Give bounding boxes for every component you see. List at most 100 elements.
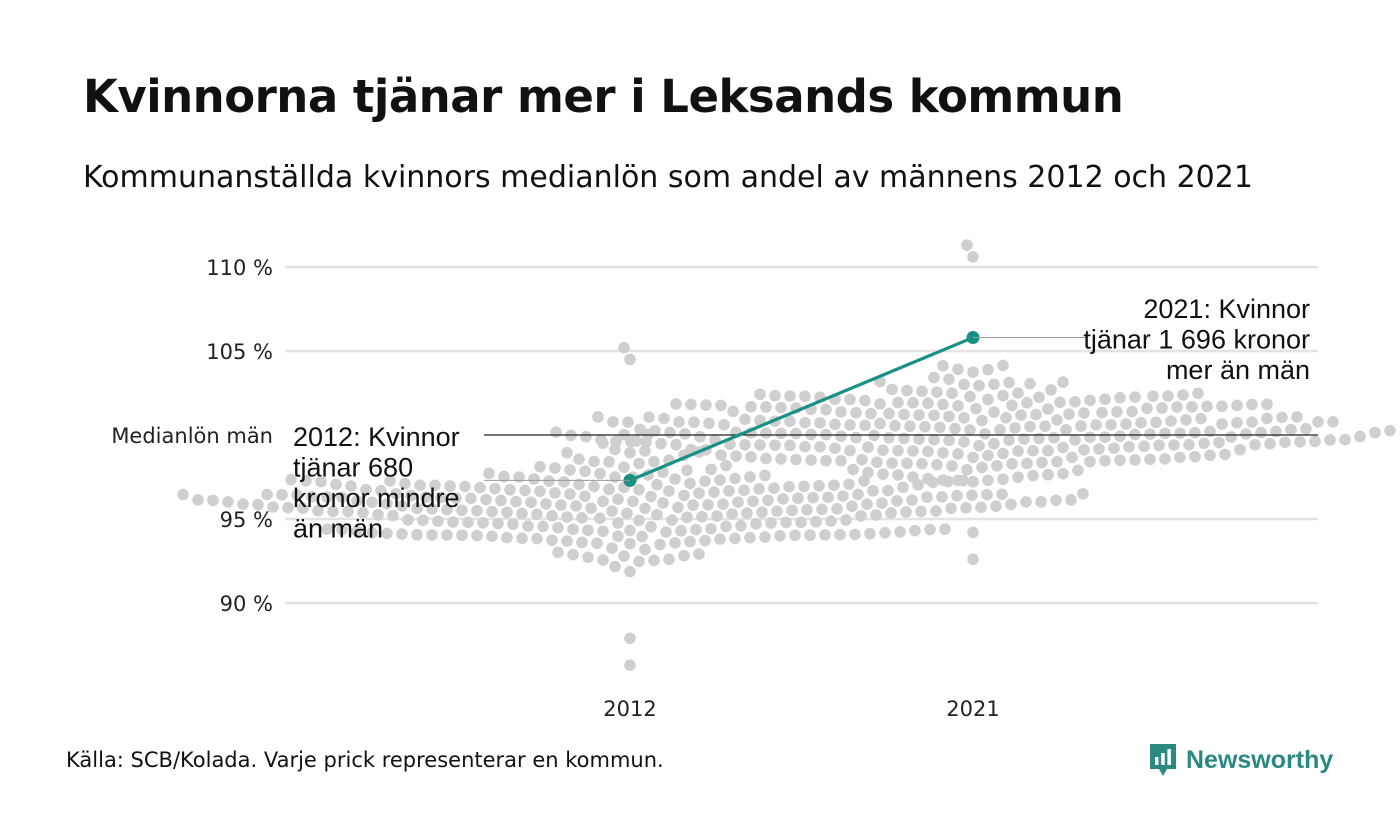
municipality-dot	[936, 491, 948, 503]
municipality-dot	[711, 510, 723, 522]
municipality-dot	[567, 523, 579, 536]
municipality-dot	[351, 495, 363, 507]
municipality-dot	[1078, 444, 1090, 456]
municipality-dot	[1126, 405, 1138, 418]
municipality-dot	[1135, 416, 1147, 429]
municipality-dot	[784, 439, 796, 452]
municipality-dot	[769, 389, 781, 402]
municipality-dot	[1024, 377, 1036, 390]
municipality-dot	[916, 385, 928, 398]
municipality-dot	[483, 467, 495, 480]
municipality-dot	[381, 497, 393, 510]
municipality-dot	[1066, 451, 1078, 464]
municipality-dot	[705, 463, 717, 476]
municipality-dot	[973, 379, 985, 392]
municipality-dot	[1309, 435, 1321, 448]
municipality-dot	[405, 489, 417, 502]
municipality-dot	[655, 437, 667, 450]
municipality-dot	[862, 466, 874, 479]
municipality-dot	[1048, 432, 1060, 444]
municipality-dot	[849, 528, 861, 541]
municipality-dot	[648, 455, 660, 468]
municipality-dot	[498, 470, 510, 483]
municipality-dot	[931, 458, 943, 471]
municipality-dot	[1108, 442, 1120, 454]
municipality-dot	[429, 479, 441, 492]
municipality-dot	[1123, 441, 1135, 453]
municipality-dot	[1171, 401, 1183, 413]
municipality-dot	[621, 507, 633, 520]
municipality-dot	[939, 523, 951, 535]
municipality-dot	[844, 419, 856, 431]
municipality-dot	[609, 471, 621, 483]
municipality-dot	[1006, 458, 1018, 470]
municipality-dot	[669, 473, 681, 485]
municipality-dot	[738, 484, 750, 497]
municipality-dot	[883, 407, 895, 420]
municipality-dot	[946, 460, 958, 472]
municipality-dot	[1129, 454, 1141, 466]
municipality-dot	[282, 501, 294, 514]
municipality-dot	[375, 484, 387, 497]
municipality-dot	[1051, 455, 1063, 468]
municipality-dot	[624, 537, 636, 550]
municipality-dot	[856, 453, 868, 466]
municipality-dot	[862, 441, 874, 454]
municipality-dot	[513, 471, 525, 483]
municipality-dot	[988, 378, 1000, 391]
municipality-dot	[717, 498, 729, 510]
municipality-dot	[753, 483, 765, 495]
municipality-dot	[618, 550, 630, 562]
municipality-dot	[886, 383, 898, 396]
municipality-dot	[804, 529, 816, 541]
municipality-dot	[486, 530, 498, 543]
municipality-dot	[967, 526, 979, 539]
municipality-dot	[1009, 422, 1021, 434]
municipality-dot	[624, 446, 636, 459]
municipality-dot	[834, 528, 846, 541]
municipality-dot	[672, 501, 684, 514]
municipality-dot	[612, 530, 624, 543]
municipality-dot	[946, 387, 958, 400]
municipality-dot	[988, 406, 1000, 418]
municipality-dot	[1057, 467, 1069, 480]
municipality-dot	[892, 469, 904, 481]
municipality-dot	[882, 484, 894, 497]
municipality-dot	[756, 506, 768, 518]
municipality-dot	[859, 394, 871, 407]
municipality-dot	[625, 436, 637, 448]
municipality-dot	[760, 452, 772, 465]
municipality-dot	[813, 479, 825, 492]
municipality-dot	[982, 449, 994, 462]
municipality-dot	[855, 510, 867, 522]
municipality-dot	[967, 553, 979, 566]
municipality-dot	[192, 494, 204, 506]
municipality-dot	[1246, 398, 1258, 411]
municipality-dot	[876, 497, 888, 509]
municipality-dot	[714, 474, 726, 486]
municipality-dot	[951, 489, 963, 502]
municipality-dot	[1231, 399, 1243, 412]
municipality-dot	[534, 460, 546, 473]
municipality-dot	[1153, 439, 1165, 452]
municipality-dot	[913, 433, 925, 445]
municipality-dot	[549, 462, 561, 474]
municipality-dot	[664, 426, 676, 439]
municipality-dot	[990, 500, 1002, 513]
municipality-dot	[759, 469, 771, 482]
municipality-dot	[1093, 443, 1105, 455]
municipality-dot	[696, 510, 708, 523]
municipality-dot	[582, 524, 594, 537]
municipality-dot	[477, 516, 489, 529]
municipality-dot	[829, 418, 841, 431]
municipality-dot	[471, 529, 483, 542]
annotation-2021-line: 2021: Kvinnor	[1143, 294, 1310, 324]
municipality-dot	[567, 548, 579, 561]
municipality-dot	[961, 239, 973, 251]
municipality-dot	[745, 400, 757, 413]
municipality-dot	[366, 496, 378, 509]
municipality-dot	[952, 363, 964, 376]
municipality-dot	[850, 407, 862, 419]
municipality-dot	[907, 471, 919, 483]
